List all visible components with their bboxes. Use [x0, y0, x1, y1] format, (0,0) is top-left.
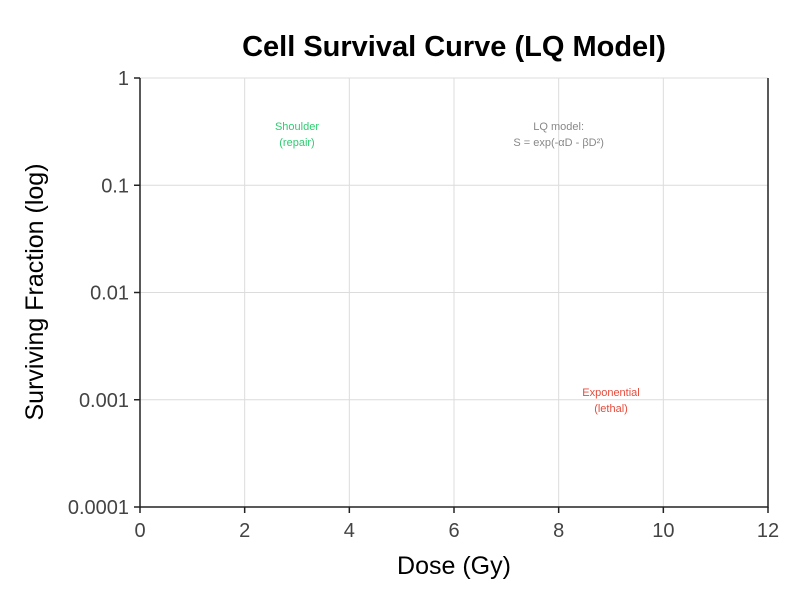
x-tick-label: 6 — [448, 520, 459, 542]
x-axis-label: Dose (Gy) — [397, 552, 511, 580]
y-tick-label: 0.01 — [90, 283, 129, 305]
annotation: Exponential (lethal) — [582, 387, 640, 415]
annotation-text: (repair) — [279, 137, 314, 149]
y-tick-label: 0.0001 — [68, 497, 129, 519]
x-tick-label: 10 — [652, 520, 674, 542]
x-tick-label: 4 — [344, 520, 355, 542]
annotation-text: Shoulder — [275, 121, 319, 133]
annotations: Shoulder (repair) LQ model: S = exp(-αD - β… — [275, 121, 640, 415]
annotation: LQ model: S = exp(-αD - βD²) — [513, 121, 604, 149]
chart-title: Cell Survival Curve (LQ Model) — [242, 31, 666, 63]
ticks: 0 2 4 6 8 10 12 0.0001 0.001 0.01 0.1 1 — [68, 68, 779, 542]
y-axis-label: Surviving Fraction (log) — [21, 163, 49, 420]
x-tick-label: 8 — [553, 520, 564, 542]
x-tick-label: 12 — [757, 520, 779, 542]
annotation-text: Exponential — [582, 387, 640, 399]
x-tick-label: 0 — [134, 520, 145, 542]
y-tick-label: 0.001 — [79, 390, 129, 412]
y-tick-label: 0.1 — [101, 175, 129, 197]
annotation: Shoulder (repair) — [275, 121, 319, 149]
annotation-text: S = exp(-αD - βD²) — [513, 137, 604, 149]
x-tick-label: 2 — [239, 520, 250, 542]
grid — [139, 77, 769, 508]
y-tick-label: 1 — [118, 68, 129, 90]
annotation-text: LQ model: — [533, 121, 584, 133]
annotation-text: (lethal) — [594, 403, 628, 415]
